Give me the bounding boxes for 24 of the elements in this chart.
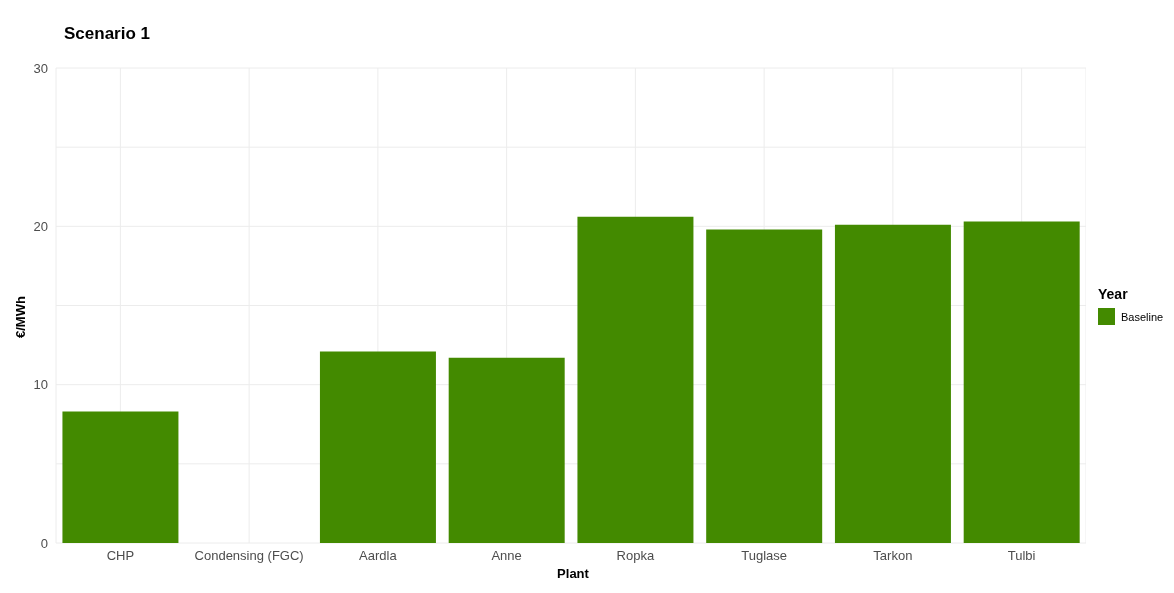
bar: [62, 411, 179, 543]
y-axis-title: €/MWh: [12, 296, 28, 338]
y-tick-label: 10: [33, 377, 48, 393]
chart-title: Scenario 1: [64, 24, 150, 44]
x-axis-title: Plant: [556, 566, 590, 581]
y-tick-label: 30: [33, 60, 48, 76]
bar: [706, 229, 823, 543]
x-tick-label: Anne: [491, 548, 522, 564]
legend-title: Year: [1098, 286, 1129, 302]
bar: [963, 221, 1080, 543]
x-tick-label: Ropka: [616, 548, 655, 564]
x-tick-label: Tuglase: [741, 548, 788, 564]
y-tick-label: 0: [40, 535, 48, 551]
x-tick-label: Condensing (FGC): [194, 548, 304, 564]
x-tick-label: CHP: [106, 548, 135, 564]
y-tick-label: 20: [33, 218, 48, 234]
x-tick-label: Aardla: [359, 548, 398, 564]
bar: [448, 357, 565, 543]
legend-label: Baseline: [1121, 310, 1164, 323]
bar: [577, 216, 694, 543]
x-tick-label: Tarkon: [873, 548, 913, 564]
bar: [834, 224, 951, 543]
x-tick-label: Tulbi: [1007, 548, 1036, 564]
bar: [319, 351, 436, 543]
